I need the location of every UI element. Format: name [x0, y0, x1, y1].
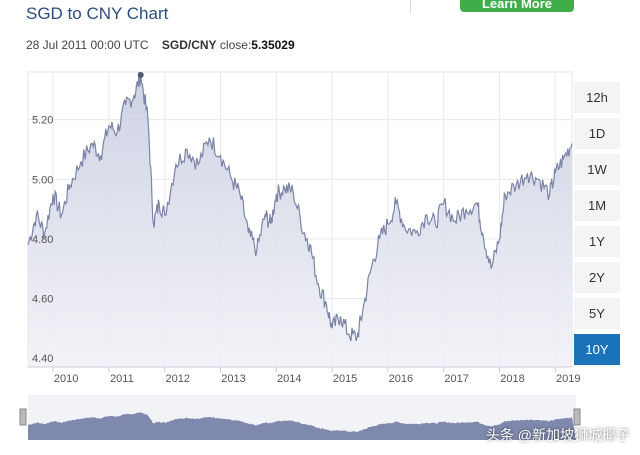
- highlight-point: [137, 71, 144, 78]
- series-line: [27, 71, 573, 342]
- top-divider: [410, 0, 411, 14]
- y-tick-label: 5.20: [32, 115, 53, 127]
- x-tick-label: 2019: [556, 373, 580, 385]
- readout-close-label: close:: [219, 38, 252, 52]
- navigator-area: [28, 412, 576, 440]
- x-tick-label: 2016: [389, 373, 413, 385]
- close-readout: 28 Jul 2011 00:00 UTC SGD/CNY close:5.35…: [26, 38, 295, 52]
- readout-pair: SGD/CNY: [161, 38, 217, 52]
- y-tick-label: 5.00: [32, 174, 53, 186]
- readout-close-value: 5.35029: [251, 38, 295, 52]
- x-tick-label: 2012: [165, 373, 189, 385]
- navigator-right-handle: [573, 408, 581, 426]
- learn-more-button[interactable]: Learn More: [460, 0, 574, 12]
- range-button-12h[interactable]: 12h: [574, 82, 620, 113]
- range-button-1m[interactable]: 1M: [574, 190, 620, 221]
- y-tick-label: 4.40: [32, 353, 53, 365]
- x-tick-label: 2013: [221, 373, 245, 385]
- readout-timestamp: 28 Jul 2011 00:00 UTC: [26, 38, 149, 52]
- navigator-left-handle: [19, 408, 27, 426]
- range-button-5y[interactable]: 5Y: [574, 298, 620, 329]
- range-button-1y[interactable]: 1Y: [574, 226, 620, 257]
- range-button-10y[interactable]: 10Y: [574, 334, 620, 365]
- x-axis: 2010 2011 2012 2013 2014 2015 2016 2017 2018 2019: [28, 366, 581, 385]
- x-tick-label: 2018: [500, 373, 524, 385]
- range-button-1d[interactable]: 1D: [574, 118, 620, 149]
- y-tick-label: 4.60: [32, 293, 53, 305]
- y-tick-label: 4.80: [32, 234, 53, 246]
- range-button-1w[interactable]: 1W: [574, 154, 620, 185]
- x-tick-label: 2011: [110, 373, 134, 385]
- chart-area-series: [27, 71, 573, 367]
- watermark-text: 头条 @新加坡狮城椰子: [485, 427, 630, 443]
- page-title: SGD to CNY Chart: [26, 4, 169, 23]
- range-button-2y[interactable]: 2Y: [574, 262, 620, 293]
- x-tick-label: 2010: [54, 373, 78, 385]
- y-axis: 5.20 5.00 4.80 4.60 4.40: [32, 115, 53, 365]
- navigator-strip[interactable]: [19, 395, 581, 440]
- x-tick-label: 2015: [333, 373, 357, 385]
- range-selector: 12h 1D 1W 1M 1Y 2Y 5Y 10Y: [574, 82, 620, 370]
- x-tick-label: 2014: [277, 373, 301, 385]
- x-tick-label: 2017: [444, 373, 468, 385]
